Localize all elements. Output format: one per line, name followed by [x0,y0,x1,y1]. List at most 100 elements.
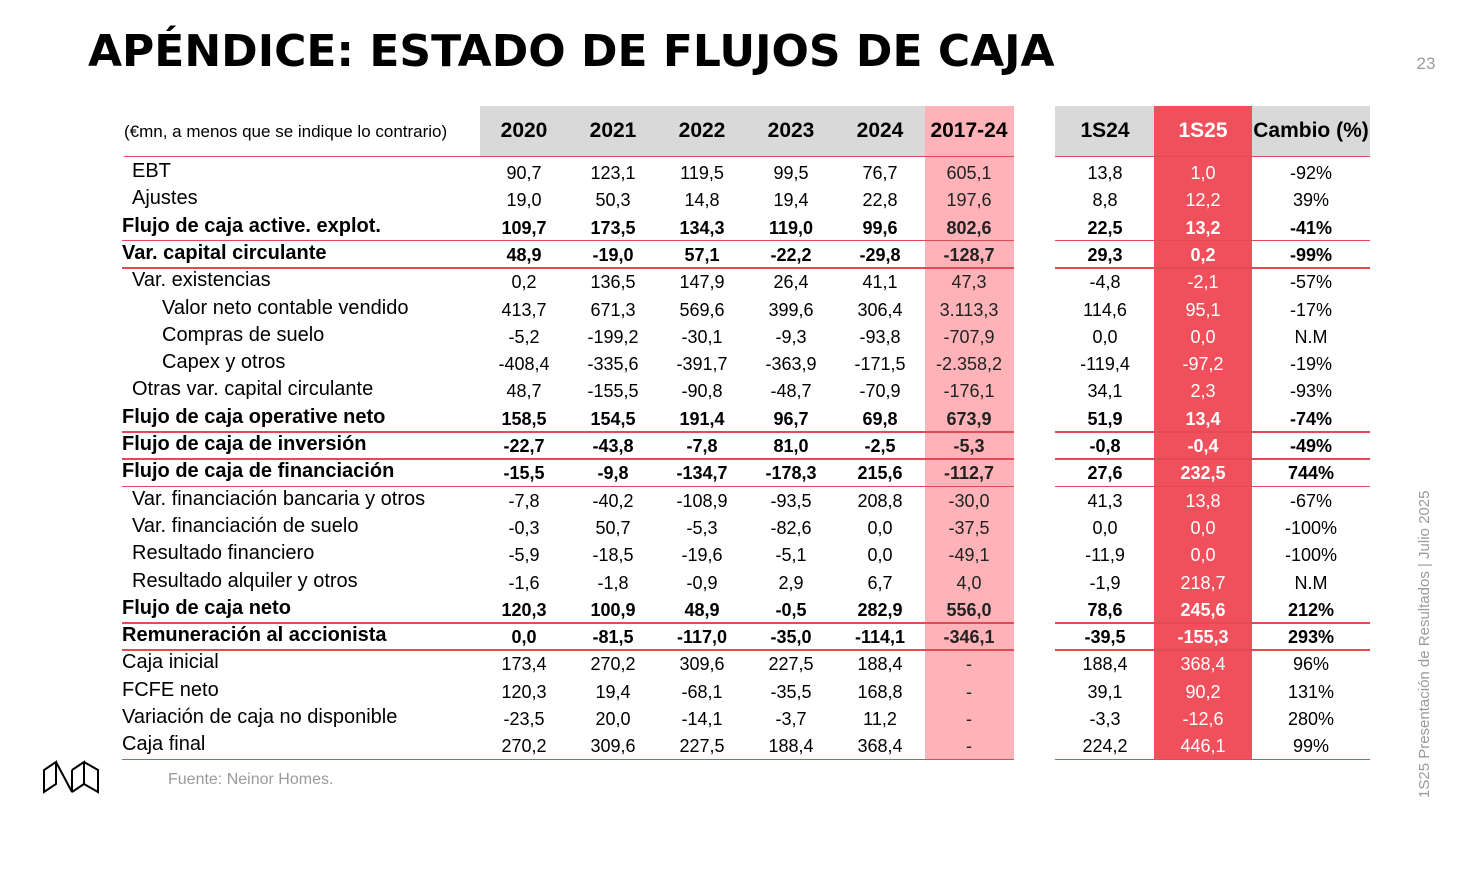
cell-col-2021: 50,7 [595,517,631,538]
row-divider [122,622,1014,624]
cell-col-2017-24: -37,5 [948,517,990,538]
cell-col-1s24: 34,1 [1087,381,1123,402]
cell-col-1s25: 1,0 [1190,163,1216,183]
cell-col-change: -100% [1284,517,1338,538]
cell-col-change: 280% [1287,709,1335,729]
cell-col-1s25: -12,6 [1182,709,1224,729]
cell-col-2021: -9,8 [597,463,629,484]
cell-col-2017-24: -176,1 [943,381,995,402]
cell-col-2021: -19,0 [592,244,634,265]
cell-col-2023: -5,1 [775,545,807,566]
cell-col-change: 96% [1292,654,1330,675]
cell-col-2020: 173,4 [501,654,547,675]
cell-col-2017-24: - [966,709,972,729]
row-divider [122,485,1014,488]
cell-col-1s24: 22,5 [1087,217,1123,238]
cell-col-2021: -1,8 [597,572,629,593]
cell-col-1s25: -2,1 [1187,272,1219,293]
row-label: Var. financiación bancaria y otros [132,487,426,510]
cell-col-2022: 48,9 [684,599,720,620]
cell-col-2017-24: - [966,654,972,675]
cell-col-2020: 48,7 [506,381,542,402]
table-row: Flujo de caja neto 120,3 100,9 48,9 -0,5 282,… [0,595,1469,622]
cell-col-change: -17% [1289,299,1333,320]
row-label: Ajustes [132,187,198,210]
cell-col-2023: 227,5 [768,654,814,675]
cell-col-2020: 0,0 [511,627,537,648]
cell-col-2022: 147,9 [679,272,725,293]
row-label: Valor neto contable vendido [162,296,409,319]
cell-col-2023: 26,4 [773,272,809,293]
cell-col-2024: 11,2 [863,709,897,729]
cell-col-1s25: -155,3 [1177,627,1229,648]
cell-col-2023: 99,5 [773,163,809,183]
cell-col-2021: 20,0 [595,709,631,729]
cell-col-2020: 120,3 [501,681,547,702]
cell-col-1s25: 218,7 [1180,572,1226,593]
cell-col-2020: 158,5 [501,408,547,429]
table-row: Resultado financiero -5,9 -18,5 -19,6 -5,1 0,… [0,540,1469,567]
header-col-2017-24: 2017-24 [930,119,1008,142]
cell-col-2024: 215,6 [857,463,903,484]
cell-col-2021: 173,5 [590,217,636,238]
cell-col-2021: 136,5 [590,272,636,293]
cell-col-1s25: -97,2 [1182,354,1224,375]
cell-col-2017-24: -30,0 [948,490,990,511]
row-divider [1055,239,1370,242]
cell-col-2020: 0,2 [511,272,537,293]
cell-col-2020: -5,9 [508,545,540,566]
cell-col-2024: 0,0 [867,545,893,566]
cell-col-2022: 569,6 [679,299,725,320]
table-row: Flujo de caja de inversión -22,7 -43,8 -7,8… [0,431,1469,458]
header-col-2024: 2024 [856,119,904,142]
cell-col-1s25: -0,4 [1187,436,1219,456]
cell-col-2020: -7,8 [508,490,540,511]
cell-col-2017-24: -112,7 [943,463,995,484]
table-row: Capex y otros -408,4 -335,6 -391,7 -363,9 -17… [0,349,1469,376]
cell-col-2022: -108,9 [676,490,728,511]
cell-col-2020: -408,4 [498,354,550,375]
cell-col-2017-24: 556,0 [946,599,992,620]
cell-col-2024: 76,7 [862,163,898,183]
row-label: Resultado alquiler y otros [132,569,358,592]
cell-col-2021: -18,5 [592,545,634,566]
cell-col-2017-24: -346,1 [943,627,995,648]
cell-col-2023: 399,6 [768,299,814,320]
cell-col-2023: -22,2 [770,244,812,265]
cell-col-2021: 123,1 [590,163,636,183]
header-col-2020: 2020 [500,119,548,142]
cell-col-2024: 69,8 [862,408,898,429]
table-row: Var. existencias 0,2 136,5 147,9 26,4 41,1 47,… [0,267,1469,294]
row-divider [1055,267,1370,269]
cell-col-1s24: 51,9 [1087,408,1123,429]
cell-col-1s25: 2,3 [1190,381,1216,402]
cell-col-1s24: 39,1 [1087,681,1123,702]
cell-col-2023: -3,7 [775,709,807,729]
row-label: Compras de suelo [162,323,325,346]
table-row: EBT 90,7 123,1 119,5 99,5 76,7 605,1 13,8 1,0 -92… [0,158,1469,185]
cell-col-2017-24: -707,9 [943,326,995,347]
cell-col-1s25: 13,2 [1185,217,1221,238]
cell-col-1s25: 90,2 [1185,681,1221,702]
cell-col-2020: 48,9 [506,244,542,265]
row-label: Flujo de caja de financiación [122,460,395,483]
header-col-2022: 2022 [678,119,726,142]
cell-col-2024: -93,8 [859,326,901,347]
header-divider [1055,156,1370,157]
row-label: Caja inicial [122,651,219,674]
cell-col-2017-24: -2.358,2 [935,354,1003,375]
cell-col-2023: 81,0 [773,436,809,456]
cell-col-1s25: 0,0 [1190,326,1216,347]
cell-col-2022: -90,8 [681,381,723,402]
cell-col-2023: -82,6 [770,517,812,538]
cell-col-2024: 41,1 [862,272,898,293]
row-label: Var. capital circulante [122,241,327,264]
table-units-note: (€mn, a menos que se indique lo contrari… [124,122,448,141]
cell-col-2024: 282,9 [857,599,903,620]
cell-col-2022: 57,1 [684,244,720,265]
cell-col-change: 99% [1292,736,1330,757]
cell-col-2023: -48,7 [770,381,812,402]
cell-col-2021: -199,2 [587,326,639,347]
cell-col-2021: -155,5 [587,381,639,402]
cell-col-2020: -23,5 [503,709,545,729]
